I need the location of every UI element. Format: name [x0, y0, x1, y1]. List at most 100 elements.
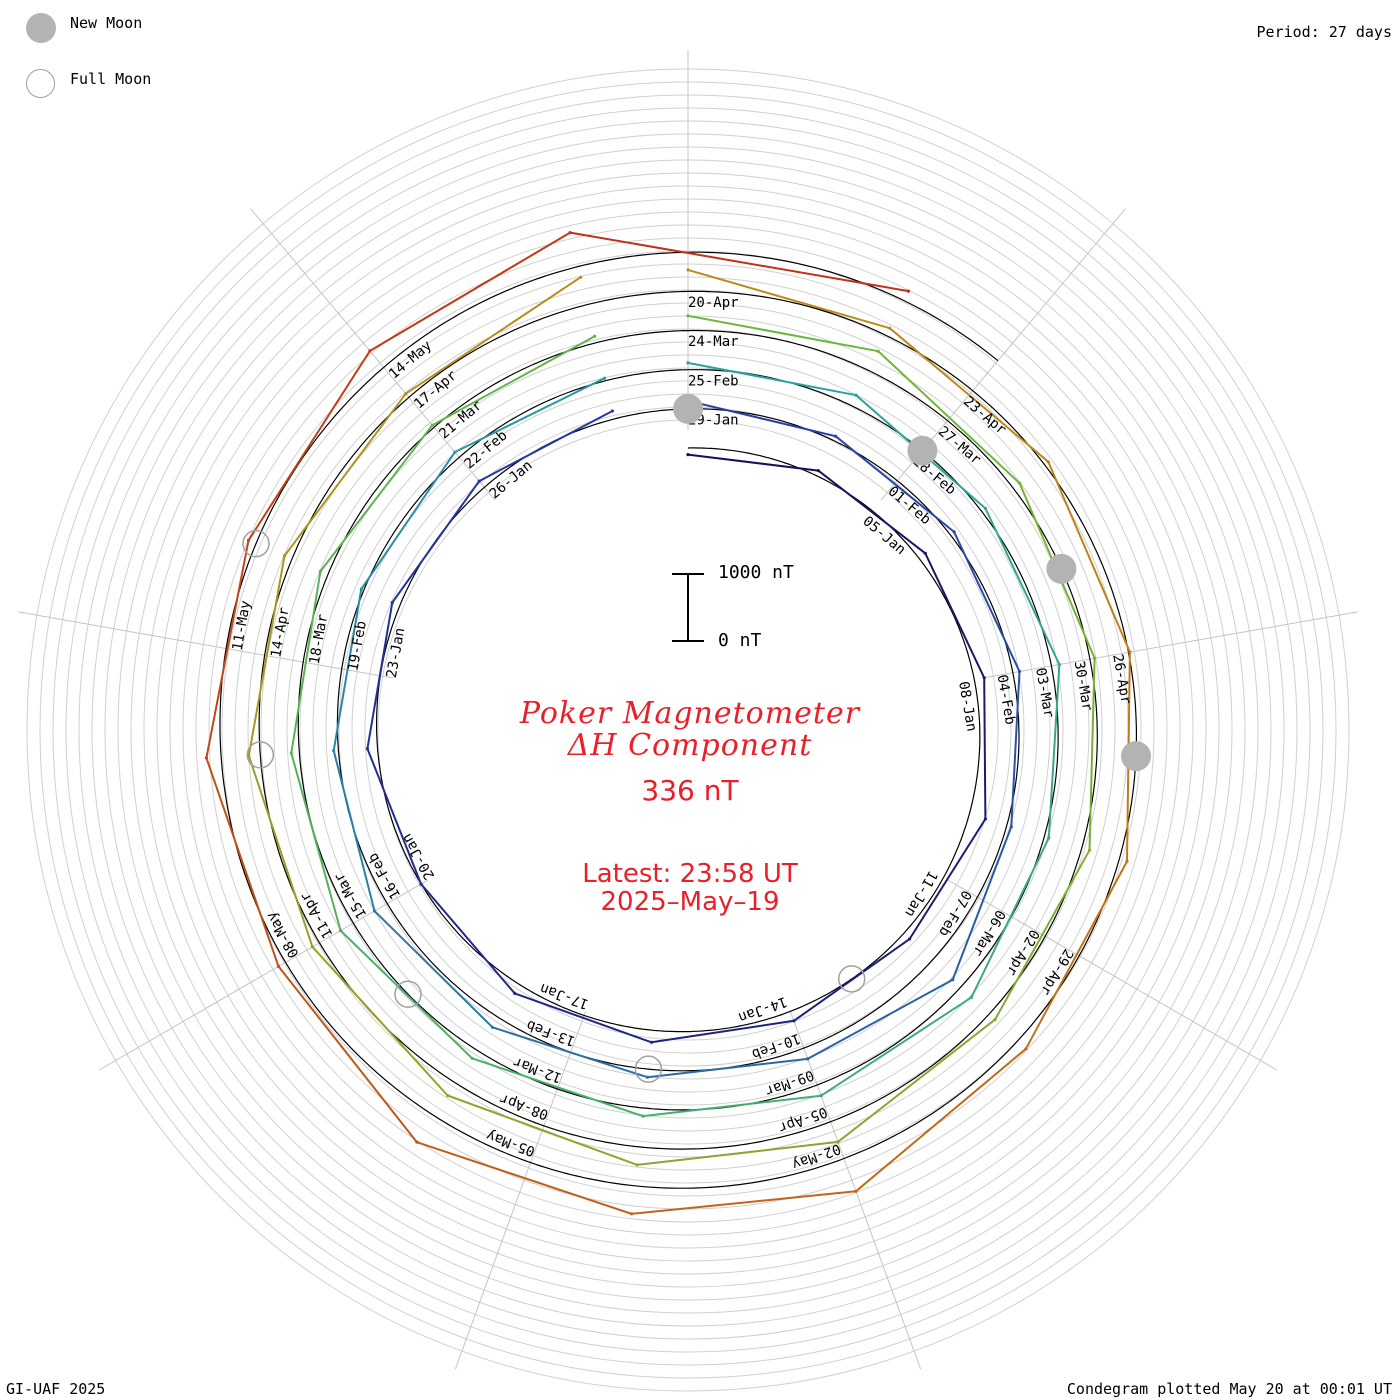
grid-spoke	[98, 879, 429, 1071]
trace-segment	[366, 747, 423, 886]
data-point	[593, 334, 597, 338]
full-moon-marker	[242, 529, 270, 558]
trace-segment	[817, 469, 927, 555]
grid-spokes	[18, 50, 1358, 1370]
trace-segment	[205, 757, 280, 968]
trace-segment	[373, 910, 494, 1029]
date-tick-label: 24-Mar	[688, 334, 739, 350]
trace-segment	[1010, 670, 1021, 828]
trace-segment	[366, 601, 394, 750]
grid-spoke	[947, 879, 1278, 1071]
full-moon-marker	[394, 980, 422, 1008]
trace-segment	[953, 530, 1021, 673]
trace-segment	[332, 749, 376, 912]
trace-segment	[836, 1018, 996, 1143]
trace-segment	[247, 554, 286, 757]
trace-segment	[984, 507, 1061, 666]
trace-segment	[1047, 663, 1061, 839]
trace-segment	[970, 837, 1050, 999]
trace-segment	[446, 1094, 639, 1166]
trace-segment	[924, 552, 986, 679]
date-tick-label: 11-May	[230, 599, 255, 652]
scale-top-label: 1000 nT	[718, 562, 794, 583]
date-tick-label: 14-Apr	[268, 606, 293, 659]
moon-markers	[242, 393, 1151, 1083]
new-moon-marker	[1121, 741, 1151, 772]
trace-segment	[368, 231, 572, 352]
scale-bottom-label: 0 nT	[718, 630, 762, 651]
trace-segment	[277, 965, 418, 1144]
trace-segment	[311, 945, 449, 1097]
trace-segment	[290, 570, 322, 755]
legend-new-moon-label: New Moon	[70, 14, 143, 32]
trace-segment	[1047, 460, 1131, 654]
data-point	[579, 275, 583, 279]
trace-segment	[908, 818, 987, 940]
trace-segment	[687, 361, 858, 397]
trace-segment	[834, 435, 956, 533]
trace-segment	[247, 349, 371, 542]
trace-segment	[687, 453, 820, 472]
title-line-1: Poker Magnetometer	[519, 696, 861, 731]
trace-segment	[491, 1026, 649, 1079]
trace-segment	[205, 539, 250, 759]
trace-segment	[471, 1057, 644, 1118]
trace-segment	[478, 410, 614, 483]
grid-spoke	[18, 611, 393, 679]
trace-segment	[420, 883, 516, 995]
latest-value: 336 nT	[641, 774, 739, 807]
trace-segment	[431, 335, 596, 427]
trace-segment	[391, 480, 481, 604]
trace-segment	[792, 938, 911, 1022]
trace-segment	[1088, 657, 1096, 852]
trace-segment	[360, 451, 456, 591]
date-tick-label: 20-Apr	[688, 295, 739, 311]
grid-spoke	[983, 611, 1358, 679]
trace-segment	[854, 1047, 1027, 1193]
date-tick-label: 13-Feb	[524, 1017, 577, 1049]
latest-date: 2025–May–19	[600, 887, 780, 917]
trace-segment	[877, 350, 1021, 485]
trace-segment	[687, 399, 837, 438]
date-tick-label: 17-Jan	[538, 980, 591, 1012]
data-traces	[204, 231, 1132, 1216]
trace-segment	[630, 1190, 857, 1215]
trace-segment	[641, 1094, 823, 1118]
latest-time: Latest: 23:58 UT	[582, 859, 798, 889]
trace-segment	[339, 929, 474, 1060]
trace-segment	[332, 588, 363, 752]
trace-segment	[404, 276, 582, 395]
trace-segment	[636, 1140, 839, 1166]
trace-segment	[1024, 860, 1128, 1050]
grid-spoke	[454, 1011, 586, 1370]
legend-full-moon-label: Full Moon	[70, 70, 152, 88]
trace-segment	[820, 996, 973, 1097]
trace-segment	[415, 1141, 633, 1215]
trace-segment	[569, 231, 910, 293]
trace-segment	[687, 314, 880, 353]
full-moon-marker	[634, 1055, 663, 1083]
trace-segment	[290, 752, 342, 932]
date-tick-label: 19-Feb	[345, 620, 370, 673]
trace-segment	[513, 992, 653, 1044]
trace-segment	[687, 268, 891, 330]
data-point	[610, 409, 615, 413]
plotted-timestamp: Condegram plotted May 20 at 00:01 UT	[1066, 1380, 1392, 1398]
latest-timestamp: Latest: 23:58 UT 2025–May–19	[490, 860, 890, 916]
new-moon-marker	[907, 435, 938, 466]
legend-new-moon-icon	[26, 13, 56, 43]
trace-segment	[951, 825, 1013, 981]
full-moon-marker	[246, 741, 275, 769]
trace-segment	[247, 754, 314, 948]
trace-segment	[806, 978, 954, 1060]
trace-segment	[646, 1057, 809, 1079]
trace-segment	[453, 377, 606, 454]
trace-segment	[319, 424, 434, 573]
copyright-label: GI-UAF 2025	[6, 1380, 106, 1398]
trace-segment	[650, 1019, 795, 1044]
date-tick-label: 25-Feb	[688, 373, 739, 389]
period-label: Period: 27 days	[1256, 23, 1392, 41]
data-point	[906, 289, 911, 293]
trace-segment	[888, 327, 1050, 463]
